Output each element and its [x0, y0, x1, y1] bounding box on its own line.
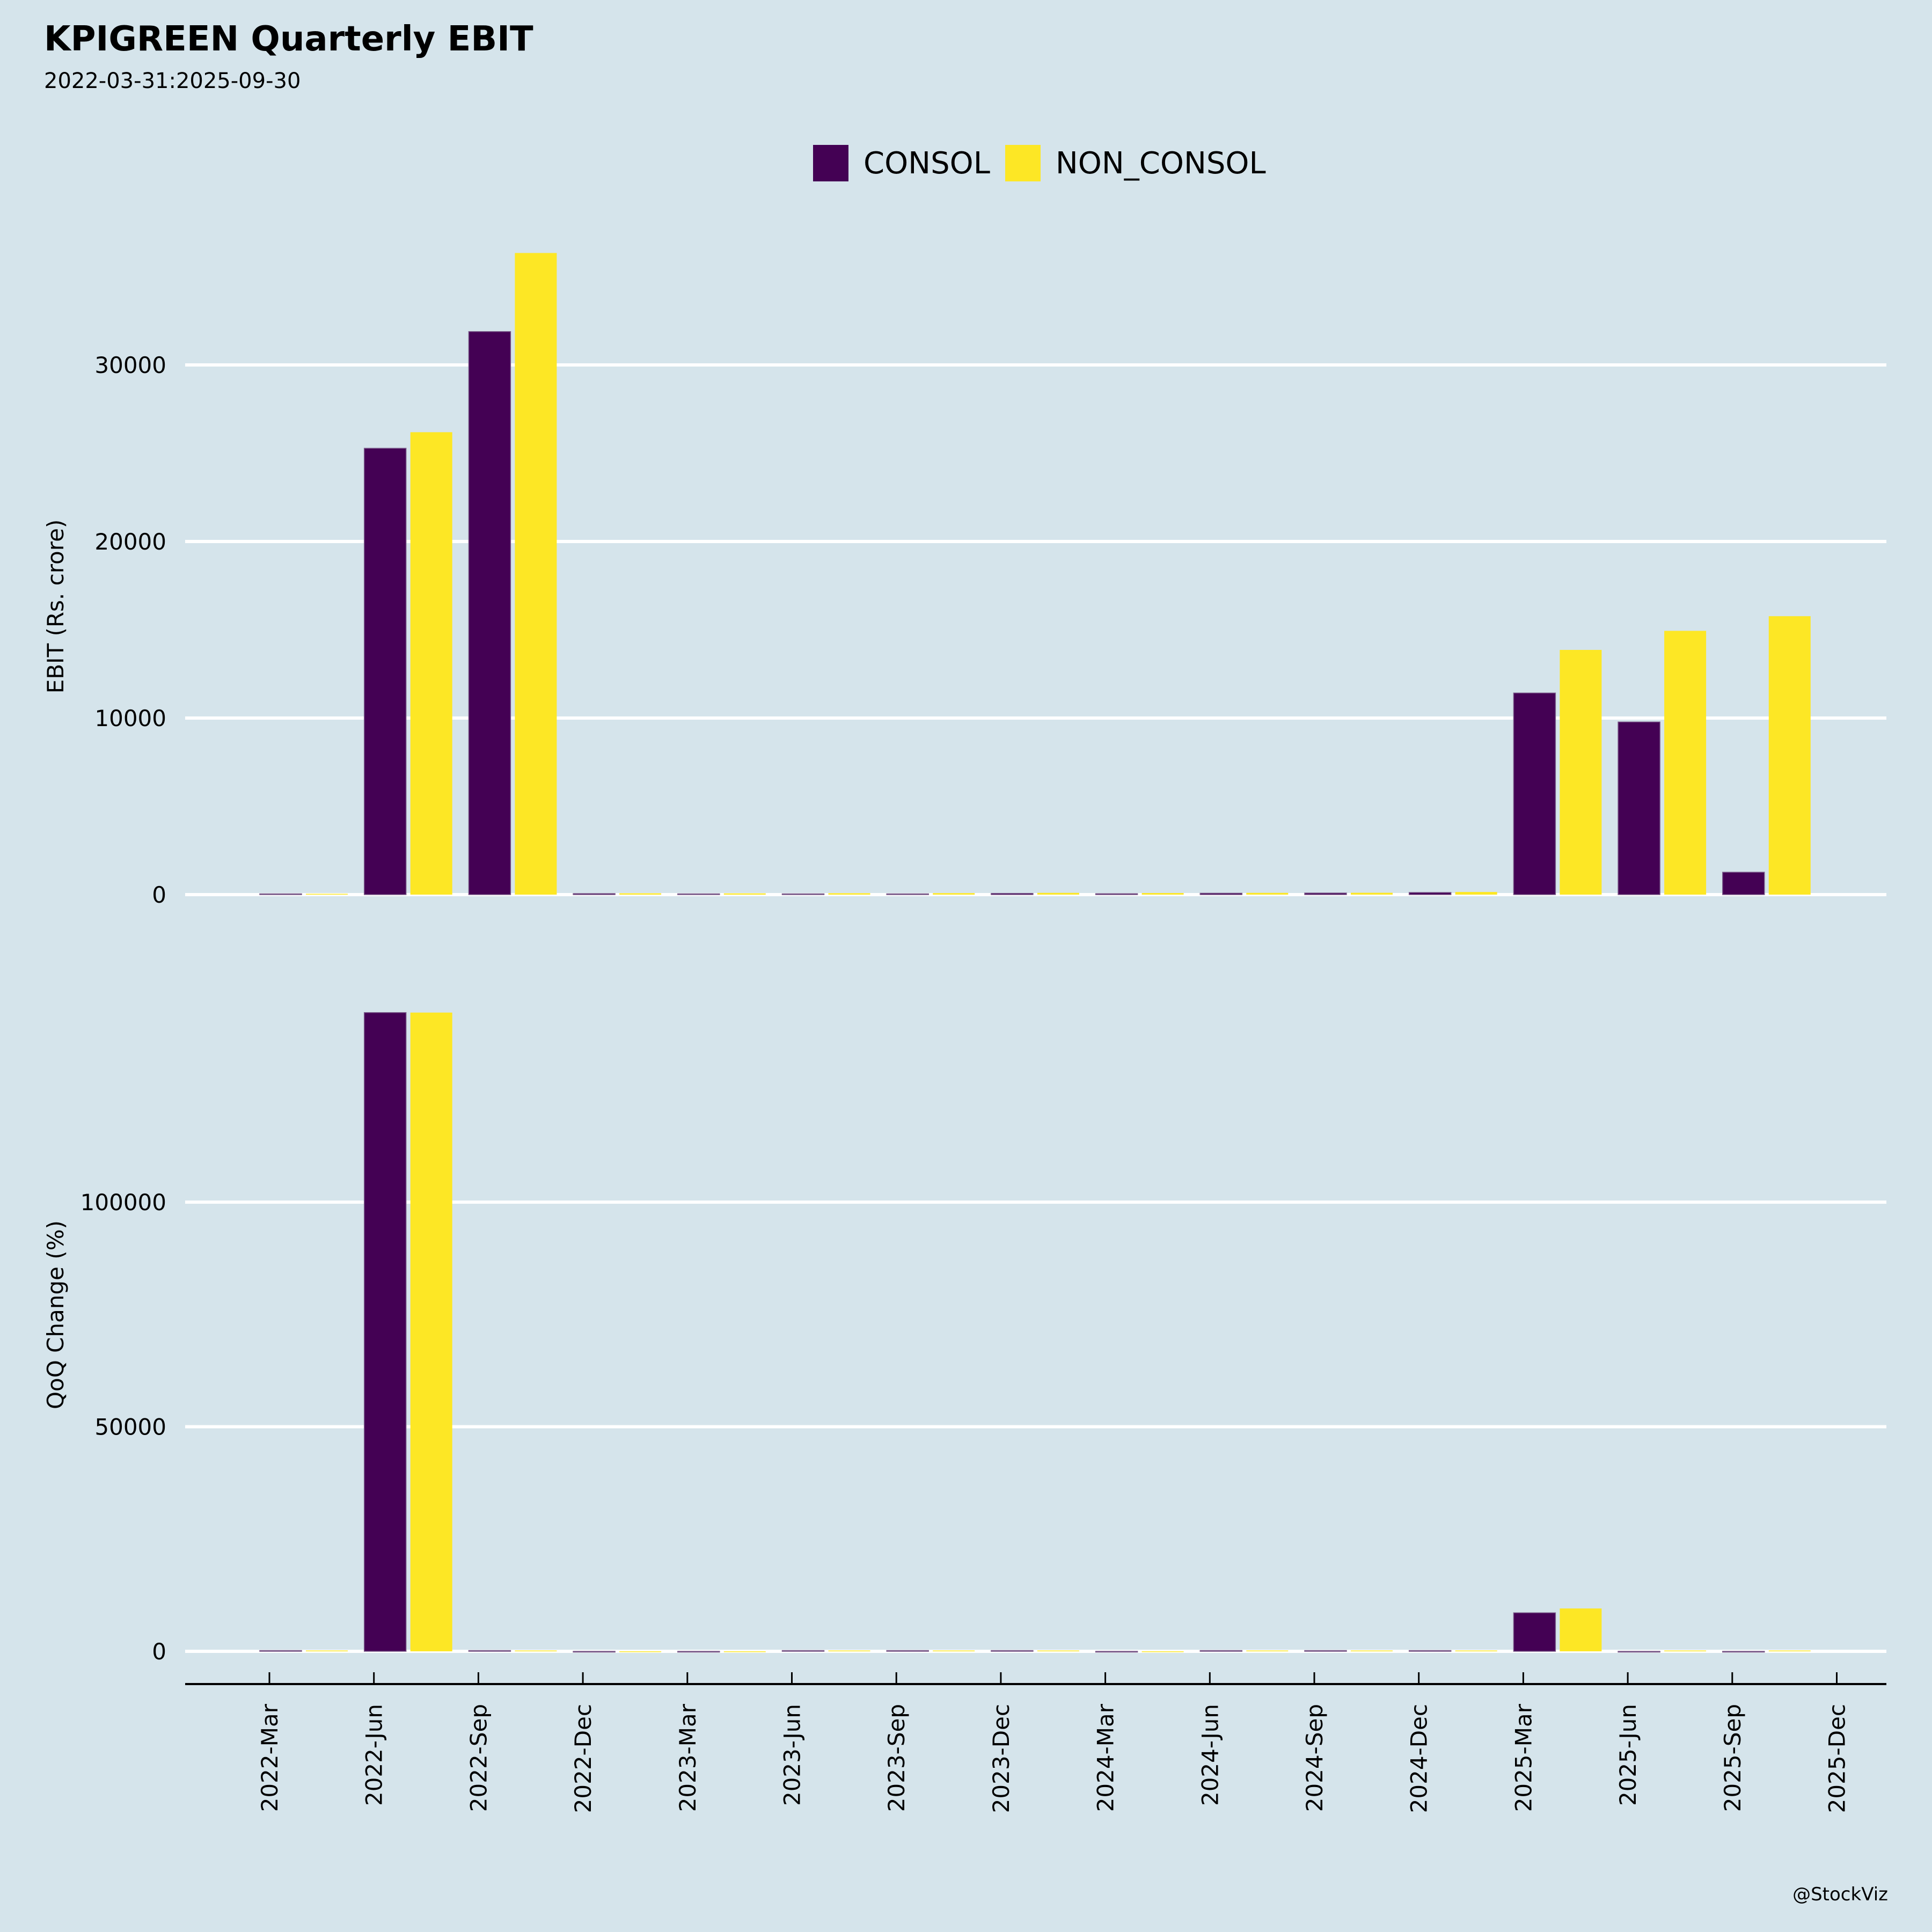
x-tick-label: 2024-Sep: [1301, 1704, 1328, 1812]
bar-qoq-consol: [259, 1650, 302, 1652]
bar-ebit-consol: [363, 448, 407, 895]
chart-subtitle: 2022-03-31:2025-09-30: [44, 69, 301, 93]
bar-ebit-consol: [1618, 721, 1660, 895]
credit-label: @StockViz: [1792, 1884, 1888, 1905]
x-tick-label: 2022-Mar: [257, 1703, 283, 1812]
bar-ebit-non-consol: [828, 893, 870, 895]
legend-label-consol: CONSOL: [863, 145, 990, 181]
x-tick-label: 2025-Sep: [1719, 1704, 1746, 1812]
bar-ebit-non-consol: [515, 253, 557, 895]
bar-qoq-non-consol: [723, 1651, 766, 1652]
bar-qoq-non-consol: [410, 1012, 452, 1651]
bar-qoq-consol: [1095, 1651, 1138, 1653]
y-tick-label-ebit: 20000: [94, 529, 166, 555]
bar-qoq-consol: [573, 1651, 616, 1653]
y-tick-label-ebit: 30000: [94, 352, 166, 378]
x-tick-label: 2024-Dec: [1406, 1704, 1432, 1813]
y-tick-label-qoq: 0: [152, 1638, 166, 1665]
bar-ebit-non-consol: [1455, 892, 1497, 895]
bar-qoq-non-consol: [1455, 1650, 1497, 1651]
x-tick-label: 2024-Jun: [1197, 1704, 1223, 1806]
bar-ebit-non-consol: [306, 894, 348, 895]
bar-qoq-non-consol: [619, 1651, 662, 1652]
x-tick-label: 2024-Mar: [1093, 1703, 1119, 1812]
bar-ebit-consol: [1095, 893, 1138, 895]
bar-qoq-non-consol: [828, 1650, 870, 1651]
bar-ebit-consol: [886, 893, 929, 895]
legend-label-non-consol: NON_CONSOL: [1055, 145, 1266, 181]
bar-qoq-consol: [677, 1651, 720, 1653]
bar-qoq-non-consol: [515, 1650, 557, 1651]
bar-qoq-consol: [1199, 1650, 1243, 1652]
bar-qoq-non-consol: [306, 1650, 348, 1651]
bar-ebit-non-consol: [1246, 892, 1289, 895]
bar-qoq-consol: [1304, 1650, 1347, 1652]
legend-swatch-consol: [813, 145, 848, 181]
bar-ebit-non-consol: [1037, 892, 1079, 895]
bar-ebit-consol: [677, 893, 720, 895]
bar-qoq-consol: [363, 1012, 407, 1652]
bar-qoq-non-consol: [1141, 1651, 1184, 1652]
bar-ebit-non-consol: [619, 893, 662, 895]
bar-qoq-consol: [1722, 1651, 1765, 1653]
bar-ebit-consol: [1304, 892, 1347, 895]
bar-qoq-consol: [886, 1650, 929, 1652]
bar-qoq-consol: [1513, 1612, 1556, 1652]
bar-ebit-non-consol: [933, 893, 975, 895]
y-tick-label-ebit: 10000: [94, 705, 166, 731]
x-tick-label: 2023-Dec: [988, 1704, 1014, 1813]
x-tick-label: 2025-Dec: [1824, 1704, 1850, 1813]
bar-ebit-non-consol: [1664, 631, 1707, 895]
x-tick-label: 2025-Mar: [1510, 1703, 1536, 1812]
bar-qoq-consol: [1618, 1651, 1660, 1653]
bar-ebit-consol: [573, 893, 616, 895]
bar-ebit-consol: [468, 331, 511, 895]
bar-qoq-non-consol: [1351, 1650, 1393, 1651]
legend: CONSOL NON_CONSOL: [813, 145, 1281, 181]
bar-ebit-non-consol: [1351, 892, 1393, 895]
bar-ebit-consol: [991, 892, 1034, 895]
legend-swatch-non-consol: [1005, 145, 1041, 181]
bar-ebit-consol: [1199, 892, 1243, 895]
bar-qoq-consol: [781, 1650, 825, 1652]
y-tick-label-ebit: 0: [152, 882, 166, 908]
y-tick-label-qoq: 100000: [80, 1189, 166, 1216]
bar-qoq-non-consol: [1246, 1650, 1289, 1651]
x-tick-label: 2023-Jun: [779, 1704, 806, 1806]
chart-title: KPIGREEN Quarterly EBIT: [44, 19, 533, 59]
x-tick-label: 2022-Sep: [465, 1704, 492, 1812]
bar-qoq-non-consol: [1037, 1650, 1079, 1651]
bar-qoq-non-consol: [1560, 1608, 1602, 1651]
bar-qoq-non-consol: [1664, 1650, 1707, 1651]
x-tick-label: 2022-Dec: [570, 1704, 596, 1813]
x-tick-label: 2025-Jun: [1615, 1704, 1641, 1806]
bar-ebit-non-consol: [410, 432, 452, 895]
bar-ebit-consol: [1722, 872, 1765, 895]
bar-qoq-consol: [1408, 1650, 1452, 1652]
bar-ebit-consol: [1408, 892, 1452, 895]
bar-qoq-consol: [468, 1650, 511, 1652]
x-tick-label: 2023-Mar: [675, 1703, 701, 1812]
bar-ebit-consol: [259, 893, 302, 895]
x-tick-label: 2023-Sep: [883, 1704, 910, 1812]
bar-ebit-non-consol: [1560, 650, 1602, 895]
bar-ebit-non-consol: [1768, 616, 1811, 895]
bar-ebit-non-consol: [1141, 893, 1184, 895]
x-tick-label: 2022-Jun: [361, 1704, 387, 1806]
y-tick-label-qoq: 50000: [94, 1414, 166, 1440]
bar-qoq-non-consol: [933, 1650, 975, 1651]
bar-ebit-non-consol: [723, 893, 766, 895]
y-axis-title-qoq: QoQ Change (%): [42, 1220, 69, 1409]
y-axis-title-ebit: EBIT (Rs. crore): [42, 519, 69, 694]
bar-ebit-consol: [1513, 692, 1556, 895]
bar-ebit-consol: [781, 893, 825, 895]
bar-qoq-consol: [991, 1650, 1034, 1652]
bar-qoq-non-consol: [1768, 1650, 1811, 1651]
